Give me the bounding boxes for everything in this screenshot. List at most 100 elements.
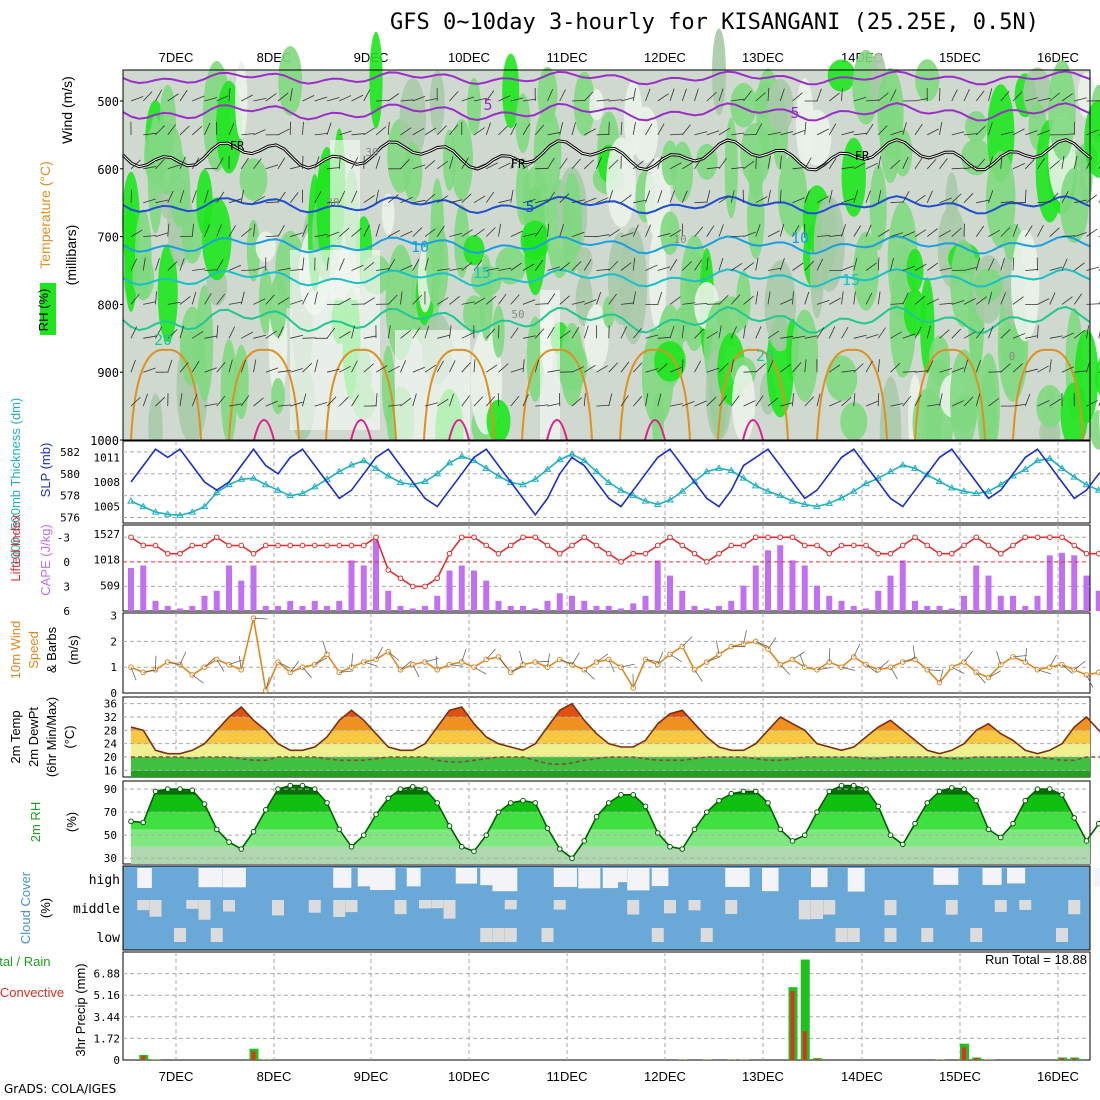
lifted-index-series-marker [471,534,477,541]
cape-bar [875,590,882,611]
rh-series-marker [642,803,649,810]
lifted-index-series-marker [544,542,551,549]
contour-label: 20 [154,331,172,349]
wind-barb [841,166,855,170]
wind-barb [290,334,303,339]
rh-series-marker [948,785,955,791]
cape-bar [226,565,232,611]
rh-series-marker [740,788,747,795]
wind-barb [326,396,337,407]
rh-series-marker [875,803,882,810]
rh-series-marker [201,801,208,807]
rh-blob [736,270,751,329]
lifted-tick: 3 [63,580,70,593]
wind-barb [388,404,402,407]
surface-wind-barb [767,637,777,650]
wind-barb [657,291,663,305]
wind-barb [767,267,781,271]
day-label-bottom: 13DEC [742,1069,784,1084]
wind-barb [645,368,659,373]
wind-barb [547,88,554,102]
rh-tick: 90 [104,783,117,796]
wind-barb [130,258,138,271]
temp-contour-magenta [350,419,372,441]
wind-barb [1025,335,1039,339]
day-label-bottom: 10DEC [448,1069,490,1084]
surface-wind-barb [387,651,400,661]
thickness-series-marker [310,482,319,490]
day-label-top: 12DEC [644,50,686,65]
wind-barb [1073,293,1082,305]
precip-tick: 1.72 [94,1032,121,1045]
wind-barb [975,257,980,271]
wind-barb [204,224,210,237]
ylabel-rh: RH (%) [36,289,51,332]
wind-barb [130,359,136,373]
wind-barb [718,157,727,170]
wind-barb [240,291,245,305]
cape-bar [654,560,661,611]
wind-barb [890,159,901,170]
ylabel-temperature: Temperature (°C) [37,161,53,269]
thickness-series-marker [972,489,981,496]
wind-barb [841,88,843,102]
wind-barb [988,229,1001,237]
wind-barb [1049,359,1052,373]
day-label-top: 7DEC [159,50,194,65]
wind-barb [792,362,802,373]
contour-label: 30 [326,196,339,209]
thickness-series-marker [1070,473,1079,480]
cloud-gap-middle [504,900,517,910]
rh-series-marker [863,786,869,792]
lifted-index-series-marker [201,542,208,549]
wind-barb [780,131,793,136]
wind-barb [461,96,475,102]
wind-barb [277,404,291,407]
cape-bar [483,580,490,611]
wind-barb [142,393,148,407]
wind-barb [730,326,737,339]
surface-wind-barb [755,641,769,648]
lifted-index-series-marker [716,550,722,557]
wind-barb [1000,90,1010,102]
wind-barb [547,191,556,203]
wind-barb [951,328,962,339]
contour-label: 10 [791,229,809,247]
wind-barb [375,365,388,373]
rh-series-marker [140,819,147,826]
wind-barb [461,362,471,373]
surface-wind-barb [130,667,137,681]
wind-barb [926,158,937,170]
wind-barb [608,229,620,237]
wind-barb [779,189,782,203]
cape-bar [287,600,294,611]
wind-barb [510,230,523,237]
wind-barb [988,397,1000,407]
rh-blob [951,395,977,432]
wind-barb [155,232,169,237]
lifted-index-series-marker [814,542,820,549]
wind-barb [559,262,571,271]
wind-barb [339,365,351,373]
rh-series-marker [348,843,355,850]
temp-contour-20 [122,305,1091,334]
cape-bar [299,605,306,611]
wind-barb [289,192,299,203]
wind-barb [914,157,923,170]
cape-bar [850,605,857,611]
wind-barb [498,363,509,373]
wind-barb [1012,296,1024,305]
surface-wind-barb [645,659,660,663]
lifted-index-series-marker [446,550,453,557]
wind-barb [228,88,231,102]
surface-wind-barb [841,666,856,671]
rh-series-marker [850,782,857,789]
wind-barb [914,123,923,136]
thickness-series-marker [445,458,454,466]
lifted-index-series-marker [924,542,931,549]
ylabel-wind-barbs: & Barbs [44,626,59,673]
rh-band [131,846,1090,864]
precip-total-bar [800,959,810,1060]
wind-barb [939,329,950,339]
cape-bar [1046,555,1053,611]
